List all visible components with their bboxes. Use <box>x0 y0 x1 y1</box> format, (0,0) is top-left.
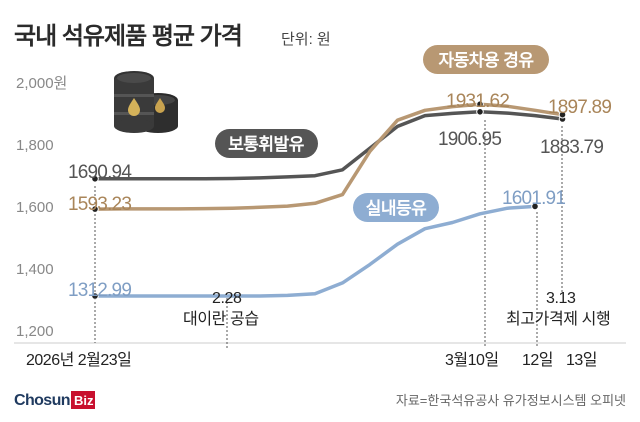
value-label: 1593.23 <box>68 194 131 215</box>
value-label: 1906.95 <box>438 129 501 150</box>
legend-pill-kerosene: 실내등유 <box>353 193 439 222</box>
y-tick-label: 1,400 <box>16 261 54 278</box>
chosunbiz-logo: Chosun Biz <box>14 391 95 409</box>
event-annotation-strike: 2.28 대이란 공습 <box>183 290 259 328</box>
y-axis: 2,000원 1,800 1,600 1,400 1,200 <box>16 75 67 340</box>
value-label: 1312.99 <box>68 280 131 301</box>
logo-text: Chosun <box>14 392 70 409</box>
chart-title: 국내 석유제품 평균 가격 <box>14 23 242 50</box>
data-point <box>91 175 99 183</box>
y-tick-label: 1,800 <box>16 137 54 154</box>
data-point <box>91 205 99 213</box>
event-label: 대이란 공습 <box>183 310 259 328</box>
series-line-gasoline <box>95 110 563 181</box>
oil-barrel-icon <box>114 71 178 133</box>
data-point <box>476 108 484 116</box>
value-labels: 1690.94 1906.95 1883.79 1593.23 1931.62 … <box>68 91 612 301</box>
x-axis-labels: 2026년 2월23일 3월10일 12일 13일 <box>26 351 598 369</box>
value-label: 1931.62 <box>446 91 509 112</box>
x-tick-label: 2026년 2월23일 <box>26 351 131 369</box>
data-point <box>558 110 567 119</box>
y-tick-label: 1,600 <box>16 199 54 216</box>
data-point <box>476 100 484 108</box>
data-point <box>91 292 99 300</box>
value-label: 1883.79 <box>540 137 603 158</box>
data-points <box>91 100 567 300</box>
series-line-kerosene <box>95 204 536 298</box>
series-line-diesel <box>94 102 563 211</box>
y-tick-label: 1,200 <box>16 323 54 340</box>
value-label: 1897.89 <box>548 97 611 118</box>
logo-biz-text: Biz <box>74 393 94 408</box>
event-annotation-price-cap: 3.13 최고가격제 시행 <box>506 290 611 328</box>
x-tick-label: 13일 <box>566 351 597 369</box>
event-date: 2.28 <box>212 290 242 307</box>
guide-lines <box>94 120 563 350</box>
legend-pill-gasoline: 보통휘발유 <box>215 129 318 158</box>
event-label: 최고가격제 시행 <box>506 310 610 328</box>
y-tick-label: 2,000원 <box>16 75 67 92</box>
data-point <box>531 202 539 211</box>
source-note: 자료=한국석유공사 유가정보시스템 오피넷 <box>396 393 626 408</box>
series-name: 실내등유 <box>366 199 427 218</box>
unit-label: 단위: 원 <box>281 31 331 48</box>
event-date: 3.13 <box>546 290 576 307</box>
x-tick-label: 12일 <box>522 351 553 369</box>
series-name: 보통휘발유 <box>228 134 305 154</box>
series-name: 자동차용 경유 <box>438 51 534 70</box>
legend-pill-diesel: 자동차용 경유 <box>423 45 549 74</box>
value-label: 1601.91 <box>502 188 565 209</box>
value-label: 1690.94 <box>68 162 132 183</box>
x-tick-label: 3월10일 <box>445 351 499 369</box>
